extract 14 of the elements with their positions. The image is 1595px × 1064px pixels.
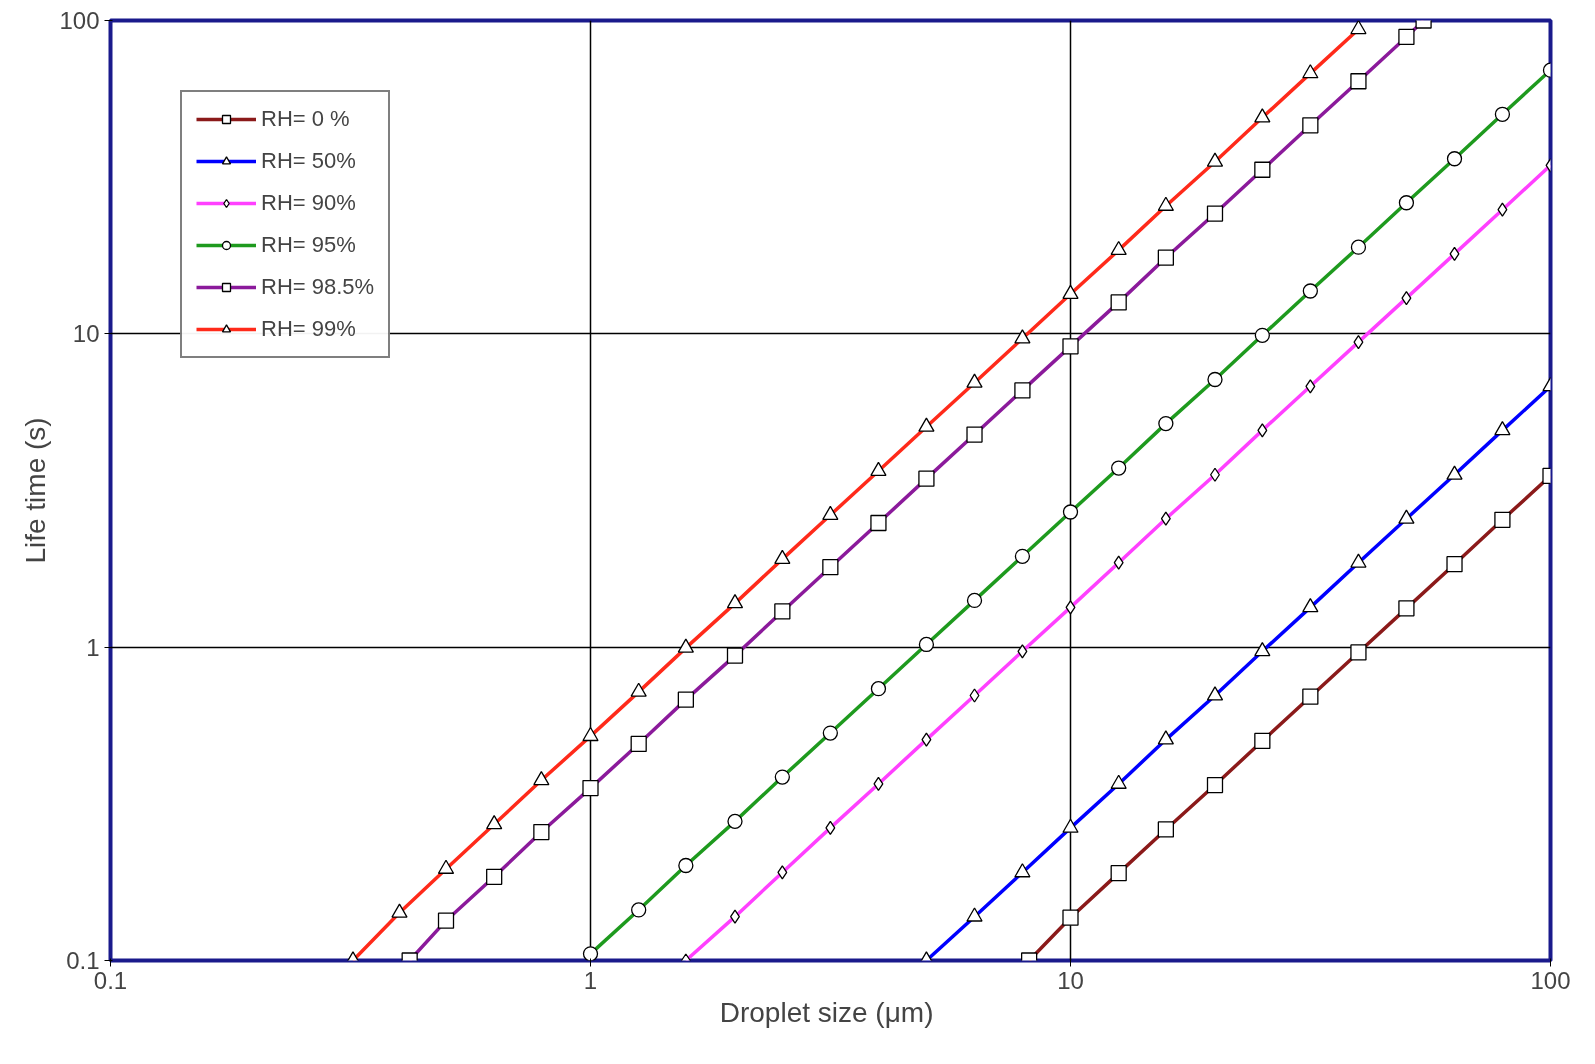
legend-label: RH= 50% <box>261 148 356 174</box>
x-tick-label: 100 <box>1530 966 1571 994</box>
x-tick-label: 1 <box>583 966 598 994</box>
y-tick-label: 10 <box>72 320 100 348</box>
legend-label: RH= 90% <box>261 190 356 216</box>
legend-label: RH= 0 % <box>261 106 350 132</box>
x-axis-title: Droplet size (μm) <box>719 996 934 1028</box>
legend-label: RH= 95% <box>261 232 356 258</box>
legend-label: RH= 98.5% <box>261 274 375 300</box>
y-axis-title: Life time (s) <box>20 417 52 564</box>
y-tick-label: 1 <box>86 633 100 661</box>
legend-label: RH= 99% <box>261 316 356 342</box>
y-tick-label: 100 <box>59 7 100 34</box>
x-tick-label: 10 <box>1057 966 1084 994</box>
